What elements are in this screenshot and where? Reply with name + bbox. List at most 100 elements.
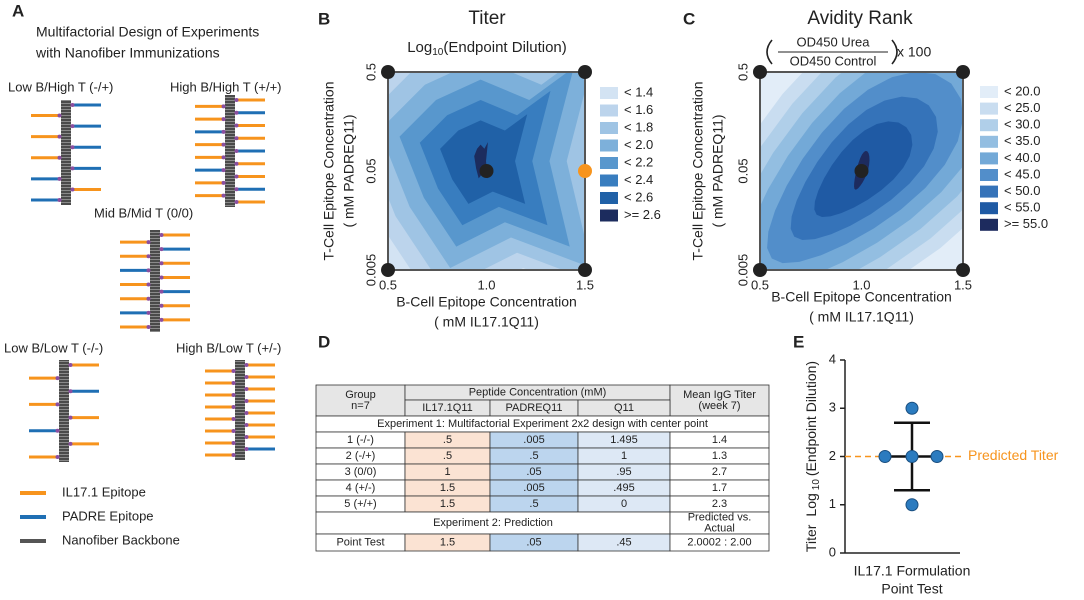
x-tick-label: 1.5 [954,277,972,292]
table-text: .05 [526,536,541,548]
table-text: Q11 [614,402,634,414]
legend-label: PADRE Epitope [62,508,154,523]
formula-multiplier: x 100 [897,44,931,60]
table-text: Mean IgG Titer [683,389,756,401]
panel-letter: D [318,332,330,351]
design-point [578,263,592,277]
x-axis-label: B-Cell Epitope Concentration [396,294,577,310]
linker [231,453,236,457]
table-text: 1.5 [440,482,455,494]
chart-title: Avidity Rank [807,8,913,29]
legend-label: < 2.4 [624,172,653,187]
x-axis-label: B-Cell Epitope Concentration [771,289,952,305]
linker [244,411,249,415]
linker [231,441,236,445]
legend-label: < 1.4 [624,84,653,99]
y-axis-label: ( mM PADREQ11) [710,114,726,227]
y-tick-label: 3 [829,400,836,415]
nanofiber [150,230,160,332]
subtitle-part: (Endpoint Dilution) [443,39,566,56]
legend-swatch [980,119,998,132]
legend-swatch [600,157,618,169]
linker [57,176,62,181]
legend-swatch [980,102,998,115]
table-cell [669,533,770,552]
linker [57,113,62,118]
linker [159,247,164,252]
design-label: Low B/High T (-/+) [8,79,113,94]
legend-label: < 1.8 [624,119,653,134]
panel-letter: B [318,9,330,28]
linker [55,455,60,459]
y-axis-label: ( mM PADREQ11) [341,114,357,227]
linker [234,136,239,141]
linker [146,310,151,315]
linker [55,376,60,381]
label-part: Log [803,493,819,516]
table-text: n=7 [351,400,370,412]
x-tick-label: 1.0 [852,277,870,292]
linker [55,428,60,433]
linker [221,168,226,173]
y-tick-label: 0.5 [735,63,750,81]
legend-swatch [600,104,618,117]
x-tick-label: 0.5 [751,277,769,292]
panel-letter: C [683,9,695,28]
design-label: High B/Low T (+/-) [176,340,281,355]
table-text: 2.0002 : 2.00 [687,536,751,548]
table-text: .95 [616,466,631,478]
y-axis-label: T-Cell Epitope Concentration [690,82,706,261]
y-tick-label: 0.05 [735,158,750,183]
design-point [956,263,970,277]
legend-label: >= 55.0 [1004,216,1048,231]
legend-label: < 50.0 [1004,183,1041,198]
linker [234,161,239,166]
legend-swatch [600,87,618,99]
y-tick-label: 0.05 [363,158,378,183]
linker [221,142,226,147]
linker [68,415,73,420]
design-label: High B/High T (+/+) [170,79,282,94]
linker [146,296,151,301]
linker [68,363,73,367]
design-point [479,164,494,178]
table-text: .005 [523,434,544,446]
subtitle-part: Log [407,39,432,56]
linker [244,399,249,403]
nanofiber [225,95,235,207]
y-tick-label: 0 [829,544,836,559]
table-text: 1 (-/-) [347,434,374,446]
table-text: 2.3 [712,498,727,510]
y-tick-label: 0.005 [363,254,378,287]
linker [231,429,236,433]
linker [159,303,164,308]
linker [221,193,226,198]
table-text: 1 [444,466,450,478]
table-text: .5 [443,434,452,446]
legend-label: < 2.0 [624,137,653,152]
table-text: 2 (-/+) [346,450,376,462]
data-point [905,450,919,463]
design-point [578,65,592,79]
data-point [905,401,919,415]
legend-swatch [980,86,998,98]
linker [159,289,164,294]
legend-label: < 40.0 [1004,150,1041,165]
linker [70,166,75,171]
linker [221,117,226,122]
y-tick-label: 4 [829,351,836,366]
legend-label: < 45.0 [1004,166,1041,181]
y-tick-label: 0.5 [363,63,378,81]
linker [231,393,236,397]
nanofiber [59,360,69,462]
table-text: .45 [616,536,631,548]
x-tick-label: 0.5 [379,277,397,292]
linker [70,124,75,129]
label-part: Titer [803,524,819,552]
linker [234,98,239,102]
legend-swatch [600,122,618,134]
design-point [381,65,395,79]
legend-swatch [600,139,618,152]
data-point [930,450,944,463]
